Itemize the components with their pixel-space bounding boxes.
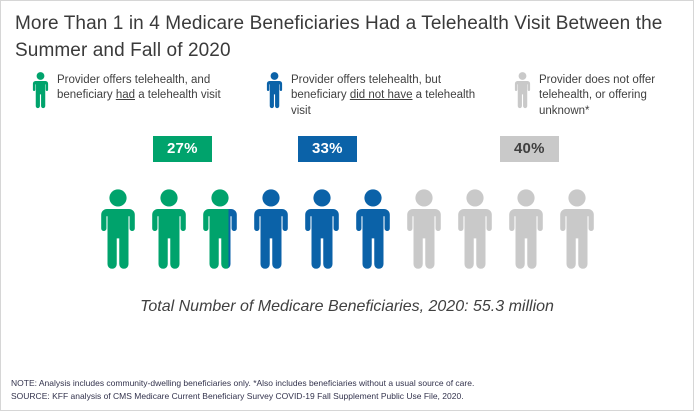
pct-badge-blue: 33% (298, 135, 357, 163)
person-icon (457, 189, 492, 269)
person-icon (151, 189, 186, 269)
person-icon (202, 189, 237, 269)
person-icon (266, 72, 283, 109)
total-beneficiaries-label: Total Number of Medicare Beneficiaries, … (140, 297, 554, 315)
legend-text-part: a telehealth visit (291, 89, 476, 117)
legend-label-no-visit: Provider offers telehealth, but benefici… (291, 72, 479, 119)
chart-title: More Than 1 in 4 Medicare Beneficiaries … (15, 13, 663, 61)
footnotes: NOTE: Analysis includes community-dwelli… (11, 377, 683, 403)
legend-text-part: a telehealth visit (135, 89, 221, 102)
pct-badge-gray: 40% (500, 135, 559, 163)
legend-text-underlined: did not have (349, 89, 413, 102)
legend: Provider offers telehealth, and benefici… (1, 72, 693, 119)
legend-label-had-visit: Provider offers telehealth, and benefici… (57, 72, 231, 103)
source-line: SOURCE: KFF analysis of CMS Medicare Cur… (11, 390, 464, 401)
person-icon-green (31, 72, 50, 110)
legend-text-underlined: had (115, 89, 135, 102)
legend-item-had-visit: Provider offers telehealth, and benefici… (31, 72, 231, 119)
legend-text-part: Provider does not offer telehealth, or o… (539, 74, 656, 117)
legend-item-no-telehealth: Provider does not offer telehealth, or o… (513, 72, 683, 119)
legend-item-no-visit: Provider offers telehealth, but benefici… (265, 72, 479, 119)
person-icon (253, 189, 288, 269)
legend-label-no-telehealth: Provider does not offer telehealth, or o… (539, 72, 683, 119)
percentage-badges: 27% 33% 40% (1, 135, 693, 163)
person-icon-blue (265, 72, 284, 110)
pictogram-row (1, 189, 693, 273)
pct-badge-green: 27% (153, 135, 212, 163)
person-icon (355, 189, 390, 269)
person-icon-gray (513, 72, 532, 110)
legend-text-part: Provider offers telehealth, but benefici… (291, 74, 442, 102)
person-icon (406, 189, 441, 269)
legend-text-part: Provider offers telehealth, and benefici… (57, 74, 211, 102)
note-line: NOTE: Analysis includes community-dwelli… (11, 377, 475, 388)
person-icon (508, 189, 543, 269)
person-icon (514, 72, 531, 109)
person-icon (32, 72, 49, 109)
person-icon (100, 189, 135, 269)
person-icon (304, 189, 339, 269)
person-icon (559, 189, 594, 269)
